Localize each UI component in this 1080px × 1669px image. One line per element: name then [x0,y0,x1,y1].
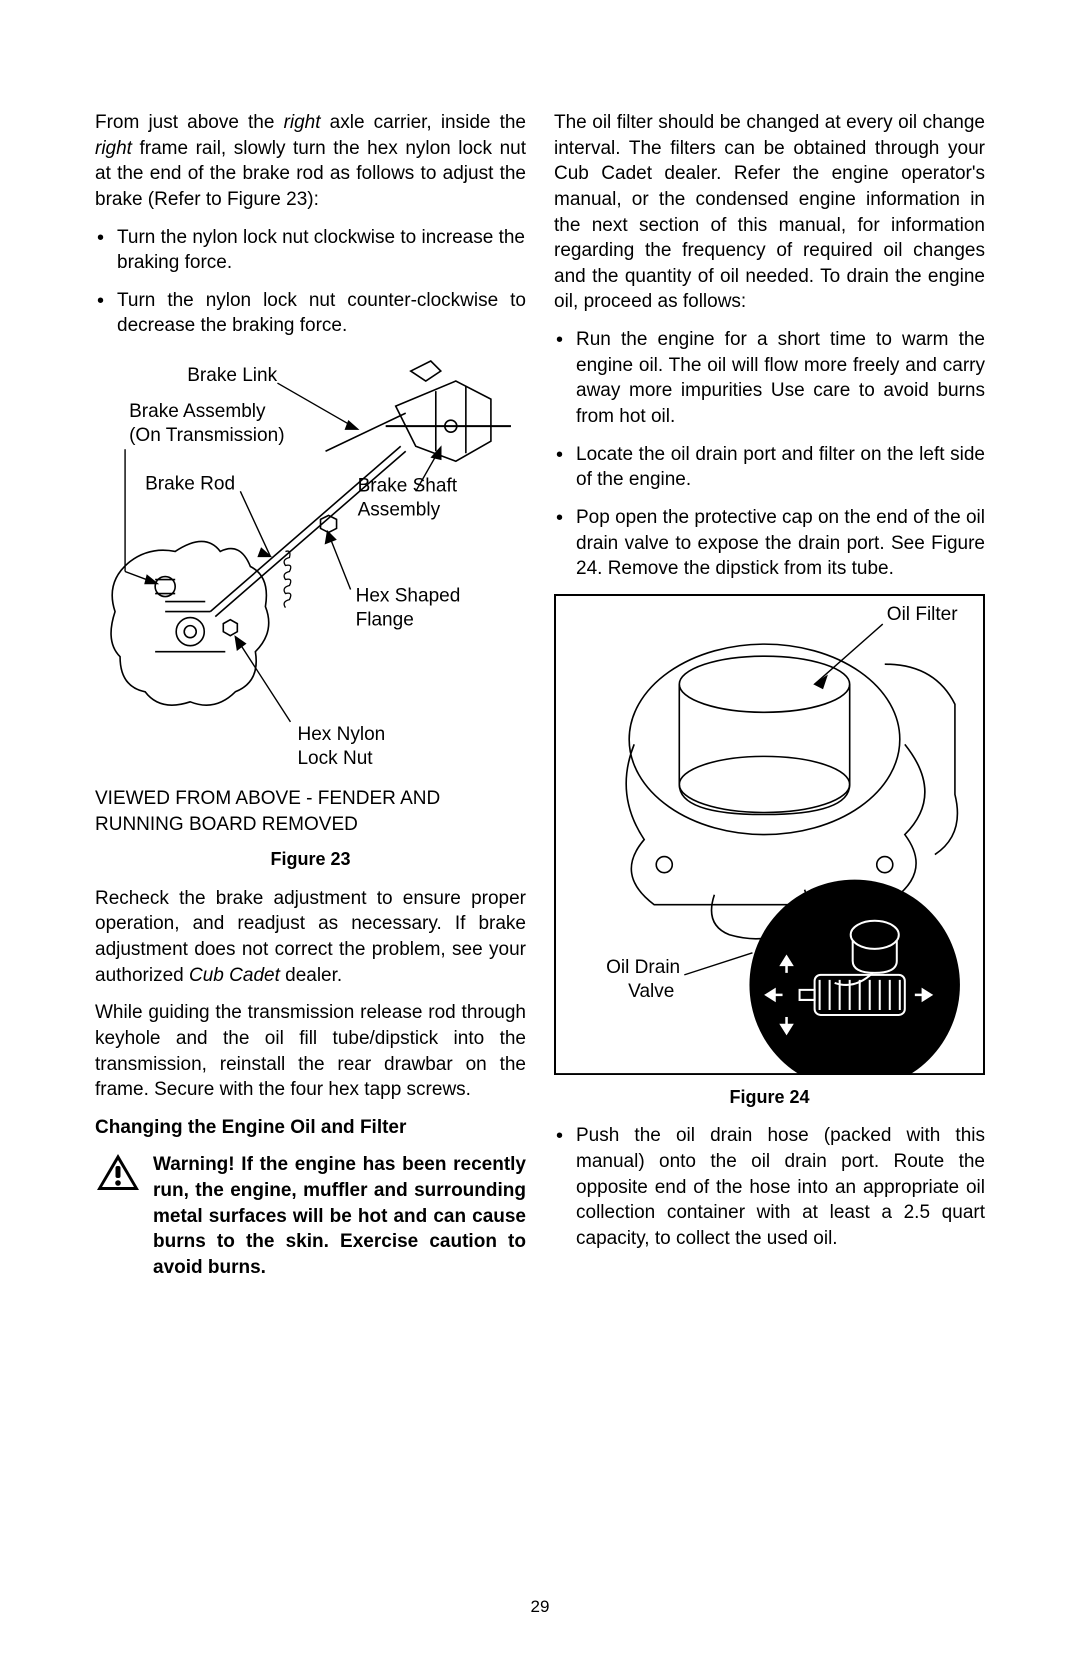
label-oil-filter: Oil Filter [887,604,959,625]
figure-24-caption: Figure 24 [554,1085,985,1109]
label-hex-flange-2: Flange [356,610,414,631]
right-bullets-a: Run the engine for a short time to warm … [554,327,985,582]
para-recheck: Recheck the brake adjustment to ensure p… [95,886,526,989]
figure-23-caption: Figure 23 [95,847,526,871]
figure-24-svg: Oil Filter Oil Drain Valve [554,594,985,1075]
label-hex-nut-2: Lock Nut [297,748,373,769]
subheading-oil-change: Changing the Engine Oil and Filter [95,1115,526,1141]
warning-icon [95,1152,141,1192]
para-guide: While guiding the transmission release r… [95,1000,526,1103]
figure-23-diagram: Brake Link Brake Assembly (On Transmissi… [95,351,526,772]
right-bullet-b1: Push the oil drain hose (packed with thi… [554,1123,985,1251]
warning-block: Warning! If the engine has been recently… [95,1152,526,1280]
left-bullet-1: Turn the nylon lock nut clockwise to inc… [95,225,526,276]
page-number: 29 [0,1596,1080,1619]
right-bullet-a1: Run the engine for a short time to warm … [554,327,985,430]
label-brake-shaft-1: Brake Shaft [358,475,458,496]
label-brake-assembly-2: (On Transmission) [129,425,284,446]
label-brake-link: Brake Link [187,365,277,386]
left-bullets: Turn the nylon lock nut clockwise to inc… [95,225,526,340]
right-bullets-b: Push the oil drain hose (packed with thi… [554,1123,985,1251]
right-bullet-a3: Pop open the protective cap on the end o… [554,505,985,582]
label-oil-drain-1: Oil Drain [606,957,680,978]
label-brake-assembly-1: Brake Assembly [129,401,266,422]
right-column: The oil filter should be changed at ever… [554,110,985,1281]
left-bullet-2: Turn the nylon lock nut counter-clockwis… [95,288,526,339]
figure-23-svg: Brake Link Brake Assembly (On Transmissi… [95,351,526,772]
label-hex-flange-1: Hex Shaped [356,586,461,607]
para-intro-right: The oil filter should be changed at ever… [554,110,985,315]
para-intro-left: From just above the right axle carrier, … [95,110,526,213]
right-bullet-a2: Locate the oil drain port and filter on … [554,442,985,493]
label-brake-rod: Brake Rod [145,473,235,494]
label-brake-shaft-2: Assembly [358,500,441,521]
left-column: From just above the right axle carrier, … [95,110,526,1281]
label-hex-nut-1: Hex Nylon [297,724,385,745]
warning-text: Warning! If the engine has been recently… [153,1152,526,1280]
figure-23-note: VIEWED FROM ABOVE - FENDER AND RUNNING B… [95,786,526,837]
label-oil-drain-2: Valve [628,981,674,1002]
figure-24-diagram: Oil Filter Oil Drain Valve [554,594,985,1075]
